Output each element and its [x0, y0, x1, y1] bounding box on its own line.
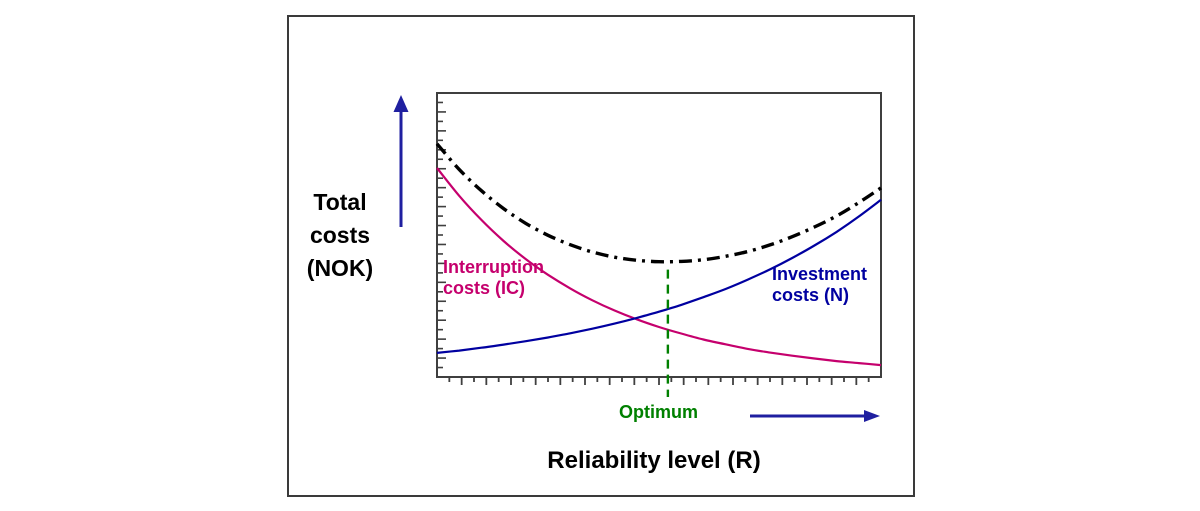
y-axis-title: Total costs (NOK) — [306, 189, 374, 281]
plot-border — [436, 92, 882, 378]
series-line-investment — [436, 198, 882, 354]
figure-frame: Total costs (NOK) Interruption costs (IC… — [287, 15, 915, 497]
plot-area — [435, 92, 882, 397]
y-axis-arrow-icon — [393, 95, 409, 227]
series-label-interruption-costs: Interruption costs (IC) — [443, 257, 544, 298]
x-axis-arrow-icon — [750, 410, 880, 422]
series-line-total — [435, 142, 882, 264]
optimum-label: Optimum — [619, 402, 698, 422]
x-axis-title: Reliability level (R) — [547, 447, 761, 474]
series-label-investment-costs: Investment costs (N) — [772, 264, 868, 305]
series-line-interruption — [436, 167, 882, 367]
